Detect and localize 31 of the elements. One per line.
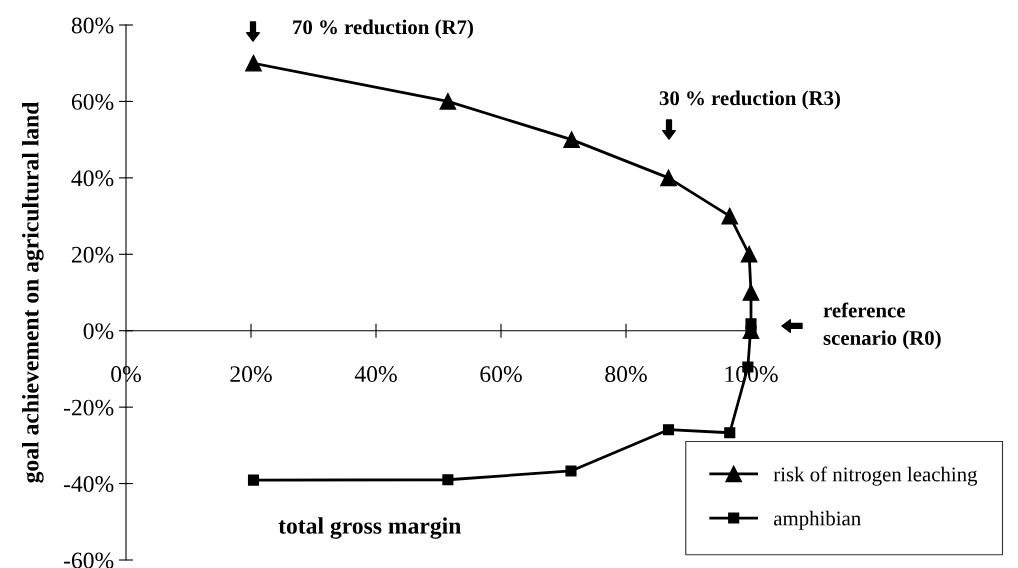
legend-label: risk of nitrogen leaching [773, 466, 978, 486]
point [742, 284, 760, 301]
x-tick-label: 40% [354, 366, 397, 383]
text: reference scenario (R0) [823, 302, 941, 350]
point [660, 169, 677, 187]
x-tick-label: 80% [605, 366, 647, 383]
y-axis-title: goal achievement on agricultural land [22, 101, 44, 483]
point [724, 427, 736, 439]
x-tick-label: 20% [230, 366, 272, 383]
point [247, 474, 260, 486]
y-tick-label: 20% [71, 246, 114, 263]
legend-label: amphibian [774, 510, 861, 530]
x-axis-title: total gross margin [278, 517, 461, 539]
y-tick-label: 0% [83, 323, 114, 340]
point [662, 424, 675, 436]
point [721, 207, 739, 225]
y-tick-label: 60% [71, 93, 114, 110]
point [565, 465, 577, 477]
point [442, 474, 454, 486]
annotation: 70 % reduction (R7) [293, 19, 473, 39]
point [740, 245, 758, 263]
y-tick-label: 80% [71, 17, 114, 34]
y-tick-label: 40% [71, 170, 114, 187]
y-tick-label: -20% [63, 399, 114, 416]
y-tick-label: -40% [63, 476, 114, 493]
point [245, 54, 262, 72]
point [563, 131, 580, 148]
point [439, 93, 457, 110]
y-tick-label: -60% [63, 552, 114, 568]
x-tick-label: 60% [480, 366, 522, 383]
annotation: 30 % reduction (R3) [659, 90, 840, 110]
